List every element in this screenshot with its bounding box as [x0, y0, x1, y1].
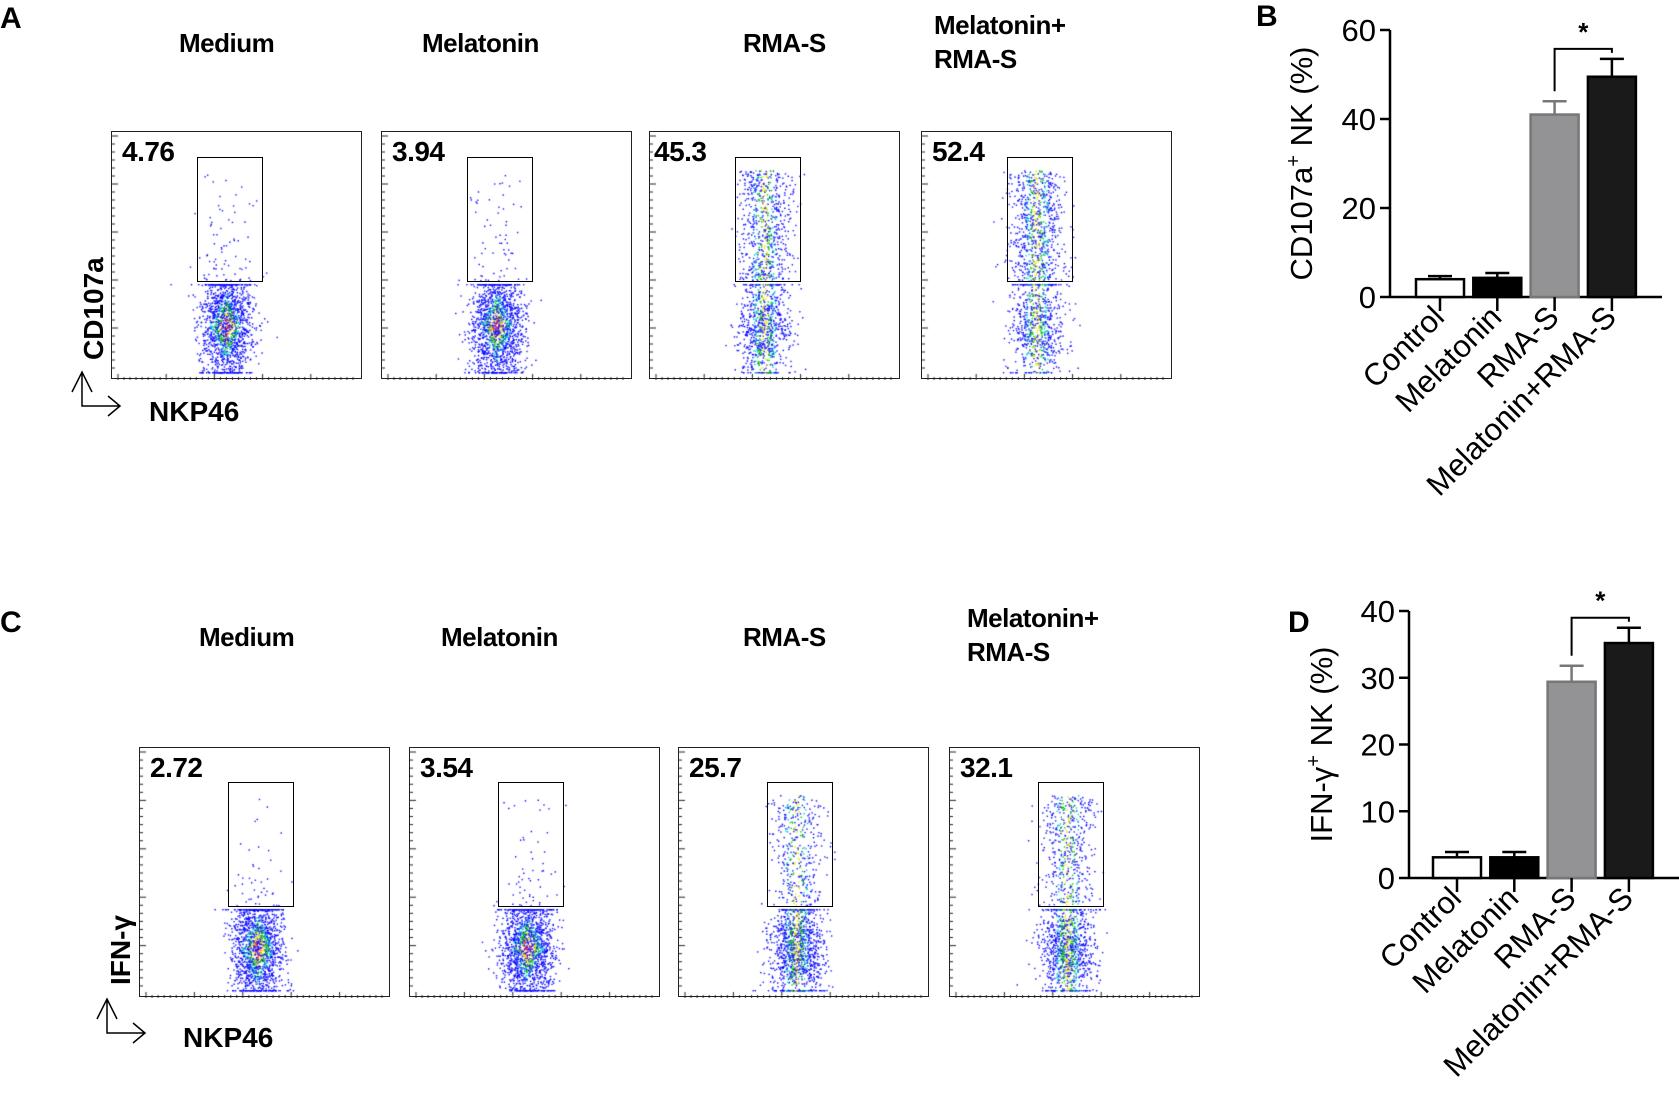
x-marker-label: NKP46 — [183, 1022, 274, 1053]
bar — [1603, 641, 1655, 880]
gate-percent: 25.7 — [689, 752, 742, 783]
y-axis-label: IFN-γ+ NK (%) — [1303, 647, 1339, 843]
flow-title: RMA-S — [743, 622, 826, 652]
bar — [1414, 277, 1466, 299]
gate-box — [767, 782, 833, 907]
y-tick-label: 0 — [1378, 861, 1395, 896]
flow-scatter — [112, 132, 363, 380]
gate-box — [197, 157, 263, 282]
axes-arrow-icon — [96, 997, 147, 1044]
gate-percent: 45.3 — [654, 136, 707, 167]
significance-bracket — [1570, 616, 1630, 656]
x-marker-label: NKP46 — [149, 396, 240, 427]
panel-letter-d: D — [1288, 606, 1310, 639]
gate-box — [228, 782, 294, 907]
bar — [1431, 856, 1483, 880]
y-tick-label: 0 — [1359, 280, 1376, 315]
bar — [1546, 680, 1597, 880]
gate-percent: 3.54 — [420, 752, 473, 783]
flow-title: Melatonin — [441, 622, 558, 652]
gate-box — [1007, 157, 1073, 282]
gate-percent: 32.1 — [960, 752, 1013, 783]
flow-scatter — [922, 132, 1173, 380]
flow-scatter — [382, 132, 633, 380]
flow-plot: 25.7 — [678, 747, 931, 998]
significance-star: * — [1595, 590, 1606, 616]
y-marker-label: IFN-γ — [105, 915, 136, 985]
y-tick-label: 20 — [1342, 191, 1376, 226]
gate-box — [1038, 782, 1104, 907]
flow-scatter — [679, 748, 931, 998]
flow-plot: 3.54 — [409, 747, 662, 998]
flow-plot: 32.1 — [949, 747, 1202, 998]
flow-plot: 3.94 — [381, 131, 633, 380]
panel-letter-b: B — [1256, 0, 1278, 33]
flow-title: Medium — [179, 28, 275, 58]
y-tick-label: 30 — [1361, 661, 1395, 696]
axes-arrow-icon — [71, 370, 122, 417]
y-tick-label: 40 — [1361, 594, 1395, 629]
y-marker-label: CD107a — [78, 257, 109, 360]
bar — [1489, 856, 1540, 880]
gate-percent: 4.76 — [122, 136, 175, 167]
flow-plot: 52.4 — [921, 131, 1173, 380]
gate-box — [467, 157, 533, 282]
gate-percent: 52.4 — [932, 136, 985, 167]
gate-box — [498, 782, 564, 907]
gate-percent: 2.72 — [150, 752, 203, 783]
y-tick-label: 60 — [1342, 13, 1376, 48]
flow-title: Melatonin+ RMA-S — [934, 10, 1066, 74]
gate-box — [735, 157, 801, 282]
flow-plot: 2.72 — [139, 747, 392, 998]
panel-letter-c: C — [0, 606, 22, 639]
gate-percent: 3.94 — [392, 136, 445, 167]
significance-star: * — [1578, 17, 1589, 47]
flow-title: Melatonin — [422, 28, 539, 58]
y-tick-label: 10 — [1361, 794, 1395, 829]
flow-title: Medium — [199, 622, 295, 652]
panel-letter-a: A — [0, 2, 22, 35]
flow-scatter — [140, 748, 392, 998]
flow-plot: 45.3 — [649, 131, 901, 380]
significance-bracket — [1553, 47, 1613, 92]
flow-title: Melatonin+ RMA-S — [967, 603, 1099, 667]
flow-scatter — [410, 748, 662, 998]
bar — [1529, 113, 1580, 299]
y-axis-label: CD107a+ NK (%) — [1283, 47, 1319, 281]
flow-scatter — [650, 132, 901, 380]
bar — [1472, 276, 1523, 299]
flow-scatter — [950, 748, 1202, 998]
y-tick-label: 20 — [1361, 728, 1395, 763]
flow-title: RMA-S — [743, 28, 826, 58]
flow-plot: 4.76 — [111, 131, 363, 380]
bar — [1586, 75, 1638, 299]
y-tick-label: 40 — [1342, 102, 1376, 137]
